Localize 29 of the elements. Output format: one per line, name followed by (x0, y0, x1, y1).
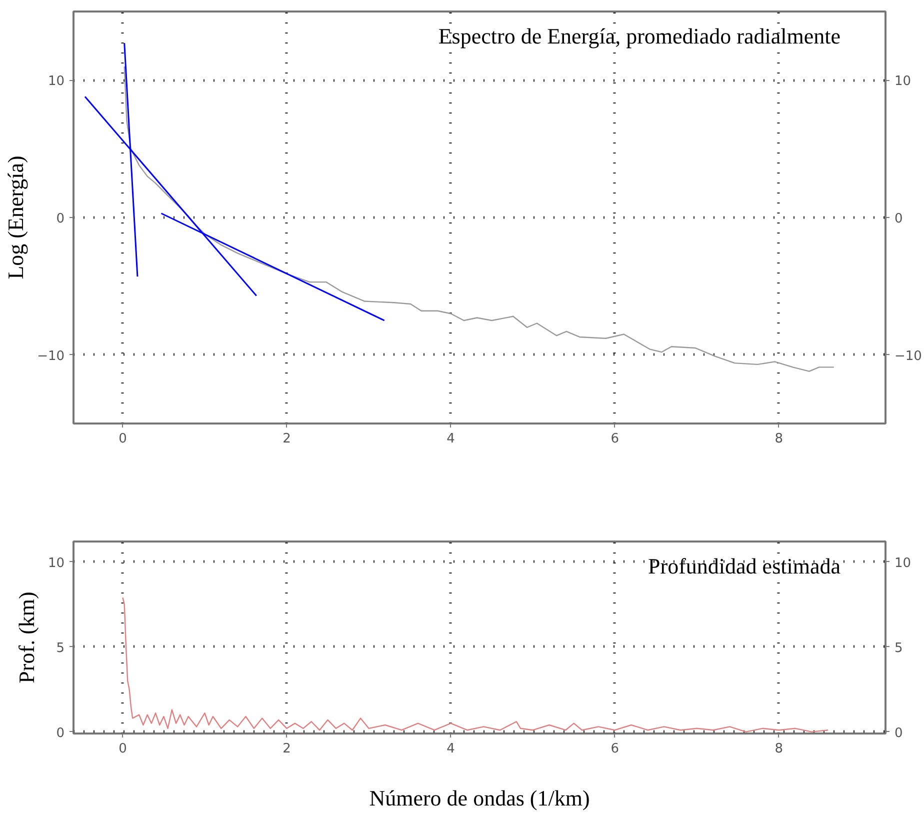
y-tick-label: 0 (56, 212, 65, 226)
x-tick-label: 0 (118, 742, 127, 756)
y-axis-title: Prof. (km) (14, 592, 39, 684)
x-tick-label: 8 (774, 432, 784, 446)
y-tick-label: 10 (48, 74, 65, 90)
y2-tick-label: 5 (894, 640, 903, 656)
x-tick-label: 8 (774, 742, 784, 756)
x-tick-label: 2 (282, 432, 291, 446)
line-series (122, 596, 829, 732)
x-tick-label: 6 (610, 432, 619, 446)
x-tick-label: 4 (446, 742, 455, 756)
x-tick-label: 0 (118, 432, 127, 446)
y-axis-title: Log (Energía) (3, 156, 28, 280)
text: Profundidad estimada (648, 554, 841, 578)
y2-tick-label: 0 (894, 726, 903, 741)
text: Espectro de Energía, promediado radialmente (438, 24, 840, 48)
y2-tick-label: 10 (894, 556, 912, 571)
x-axis-title: Número de ondas (1/km) (369, 786, 590, 810)
y-tick-label: −10 (37, 348, 65, 364)
y-tick-label: 5 (56, 640, 65, 656)
y2-tick-label: 0 (894, 212, 903, 226)
x-tick-label: 6 (610, 742, 619, 756)
line-series (124, 66, 834, 372)
y2-tick-label: 10 (894, 74, 912, 90)
y2-tick-label: −10 (894, 348, 922, 364)
y-tick-label: 0 (56, 726, 65, 741)
y-tick-label: 10 (48, 556, 65, 571)
x-tick-label: 2 (282, 742, 291, 756)
x-tick-label: 4 (446, 432, 455, 446)
